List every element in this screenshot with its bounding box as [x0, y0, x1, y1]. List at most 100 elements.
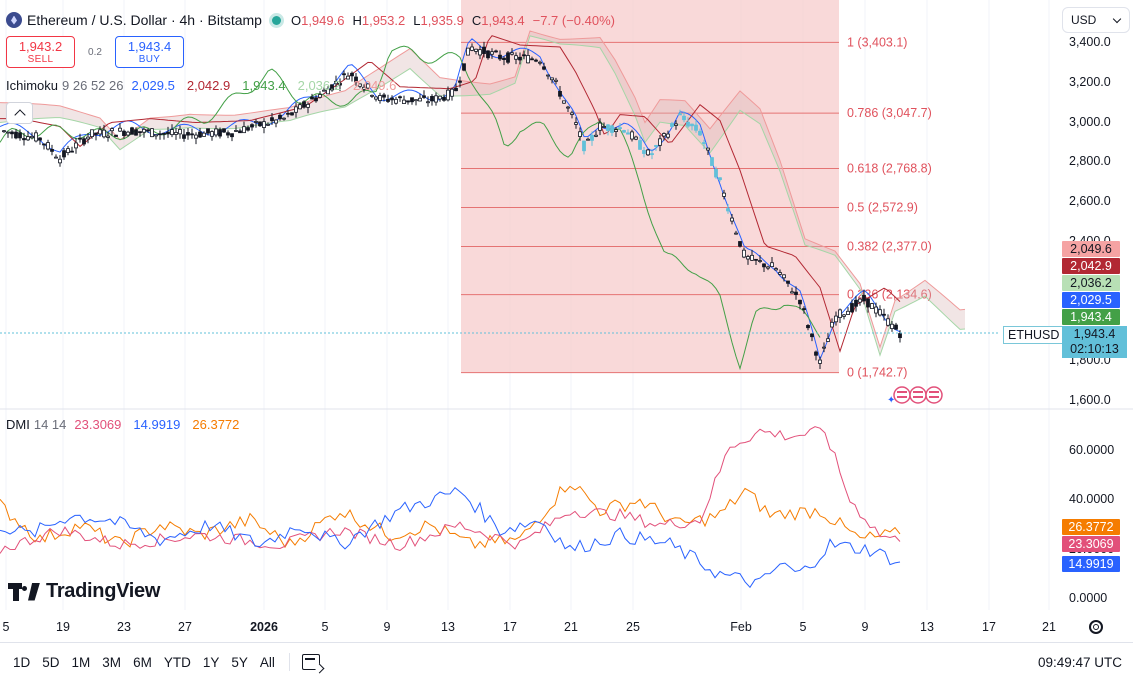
settings-gear-icon[interactable] — [1089, 620, 1103, 634]
range-button-1m[interactable]: 1M — [71, 654, 91, 670]
date-range-icon[interactable] — [301, 654, 320, 670]
candle-body — [746, 256, 750, 260]
candle-body — [54, 156, 58, 159]
candle-body — [738, 241, 742, 247]
candle-body — [294, 106, 298, 113]
candle-body — [298, 104, 302, 110]
ichimoku-legend[interactable]: Ichimoku 9 26 52 26 2,029.5 2,042.9 1,94… — [6, 78, 408, 93]
candle-body — [662, 133, 666, 137]
range-button-1y[interactable]: 1Y — [202, 654, 220, 670]
fib-retracement[interactable]: 1 (3,403.1) 0.786 (3,047.7) 0.618 (2,768.8… — [461, 0, 932, 380]
candle-body — [838, 309, 842, 318]
buy-button[interactable]: 1,943.4 BUY — [115, 36, 184, 68]
candle-body — [94, 132, 98, 135]
time-axis-label: 9 — [383, 620, 391, 634]
fib-level-label: 0 (1,742.7) — [847, 366, 907, 380]
candle-body — [574, 122, 578, 125]
candle-body — [766, 266, 770, 269]
candle-body — [198, 131, 202, 138]
candle-body — [682, 115, 686, 121]
candle-body — [34, 132, 38, 142]
utc-clock[interactable]: 09:49:47 UTC — [1037, 654, 1122, 670]
range-button-ytd[interactable]: YTD — [163, 654, 191, 670]
candle-body — [186, 132, 190, 136]
candle-body — [326, 88, 330, 95]
candle-body — [590, 134, 594, 141]
us-flag-event-icon — [909, 386, 927, 404]
us-flag-stripe — [913, 391, 923, 393]
range-button-all[interactable]: All — [259, 654, 275, 670]
candle-body — [450, 88, 454, 97]
candle-body — [578, 131, 582, 137]
candle-body — [194, 134, 198, 139]
candle-body — [306, 103, 310, 108]
candle-body — [334, 80, 338, 85]
candle-body — [150, 128, 154, 138]
candle-body — [382, 94, 386, 98]
candle-body — [678, 113, 682, 116]
ichimoku-conversion-value: 2,029.5 — [131, 78, 175, 93]
last-price-value: 1,943.4 — [1073, 327, 1116, 341]
range-button-1d[interactable]: 1D — [13, 654, 31, 670]
tradingview-logo[interactable]: TradingView — [8, 580, 160, 603]
candle-body — [558, 91, 562, 97]
candle-body — [726, 208, 730, 212]
us-flag-stripe — [897, 396, 907, 398]
candle-body — [394, 98, 398, 104]
candle-body — [50, 148, 54, 152]
ichimoku-base-line — [0, 35, 901, 353]
candle-body — [882, 313, 886, 316]
fib-level-label: 0.618 (2,768.8) — [847, 162, 932, 176]
candle-body — [178, 129, 182, 135]
time-axis-label: 23 — [117, 620, 131, 634]
economic-events[interactable]: ✦ — [887, 386, 943, 406]
candle-body — [878, 309, 882, 316]
candle-body — [14, 131, 18, 139]
ichimoku-conversion-line — [0, 38, 901, 361]
candle-body — [410, 97, 414, 103]
candle-body — [734, 232, 738, 235]
range-button-6m[interactable]: 6M — [133, 654, 152, 670]
us-flag-stripe — [929, 396, 939, 398]
candle-body — [418, 97, 422, 102]
ichimoku-cloud — [0, 30, 966, 357]
candle-body — [190, 133, 194, 136]
ohlc-open: O1,949.6 — [290, 12, 345, 28]
candle-body — [690, 123, 694, 127]
sparkle-icon: ✦ — [887, 395, 895, 406]
candle-body — [30, 135, 34, 139]
time-axis-label: 25 — [626, 620, 640, 634]
range-button-5y[interactable]: 5Y — [231, 654, 248, 670]
currency-value: USD — [1071, 13, 1097, 27]
candle-body — [362, 86, 366, 90]
currency-select[interactable]: USD — [1062, 7, 1130, 33]
collapse-indicators-button[interactable] — [6, 102, 33, 124]
candle-body — [890, 323, 894, 329]
range-button-3m[interactable]: 3M — [102, 654, 122, 670]
candle-body — [398, 96, 402, 99]
candle-body — [174, 132, 178, 135]
candle-body — [642, 150, 646, 154]
candle-body — [42, 143, 46, 146]
candle-body — [166, 131, 170, 135]
candle-body — [658, 138, 662, 146]
candle-body — [618, 127, 622, 129]
symbol-title[interactable]: Ethereum / U.S. Dollar · 4h · Bitstamp — [27, 12, 262, 28]
candle-body — [818, 359, 822, 364]
fib-level-label: 0.786 (3,047.7) — [847, 106, 932, 120]
symbol-header[interactable]: Ethereum / U.S. Dollar · 4h · Bitstamp O… — [6, 9, 623, 31]
dmi-legend[interactable]: DMI 14 14 23.3069 14.9919 26.3772 — [6, 417, 251, 432]
candle-body — [702, 142, 706, 144]
candle-body — [26, 136, 30, 141]
ichimoku-lagging-value: 1,943.4 — [242, 78, 286, 93]
chevron-down-icon — [1112, 14, 1122, 24]
candle-body — [522, 54, 526, 57]
sell-button[interactable]: 1,943.2 SELL — [6, 36, 75, 68]
candle-body — [850, 303, 854, 313]
candle-body — [786, 280, 790, 284]
chart-canvas[interactable]: 1 (3,403.1) 0.786 (3,047.7) 0.618 (2,768.8… — [0, 0, 1133, 642]
range-button-5d[interactable]: 5D — [42, 654, 60, 670]
candle-body — [182, 134, 186, 139]
candle-body — [562, 100, 566, 104]
candle-body — [810, 333, 814, 338]
